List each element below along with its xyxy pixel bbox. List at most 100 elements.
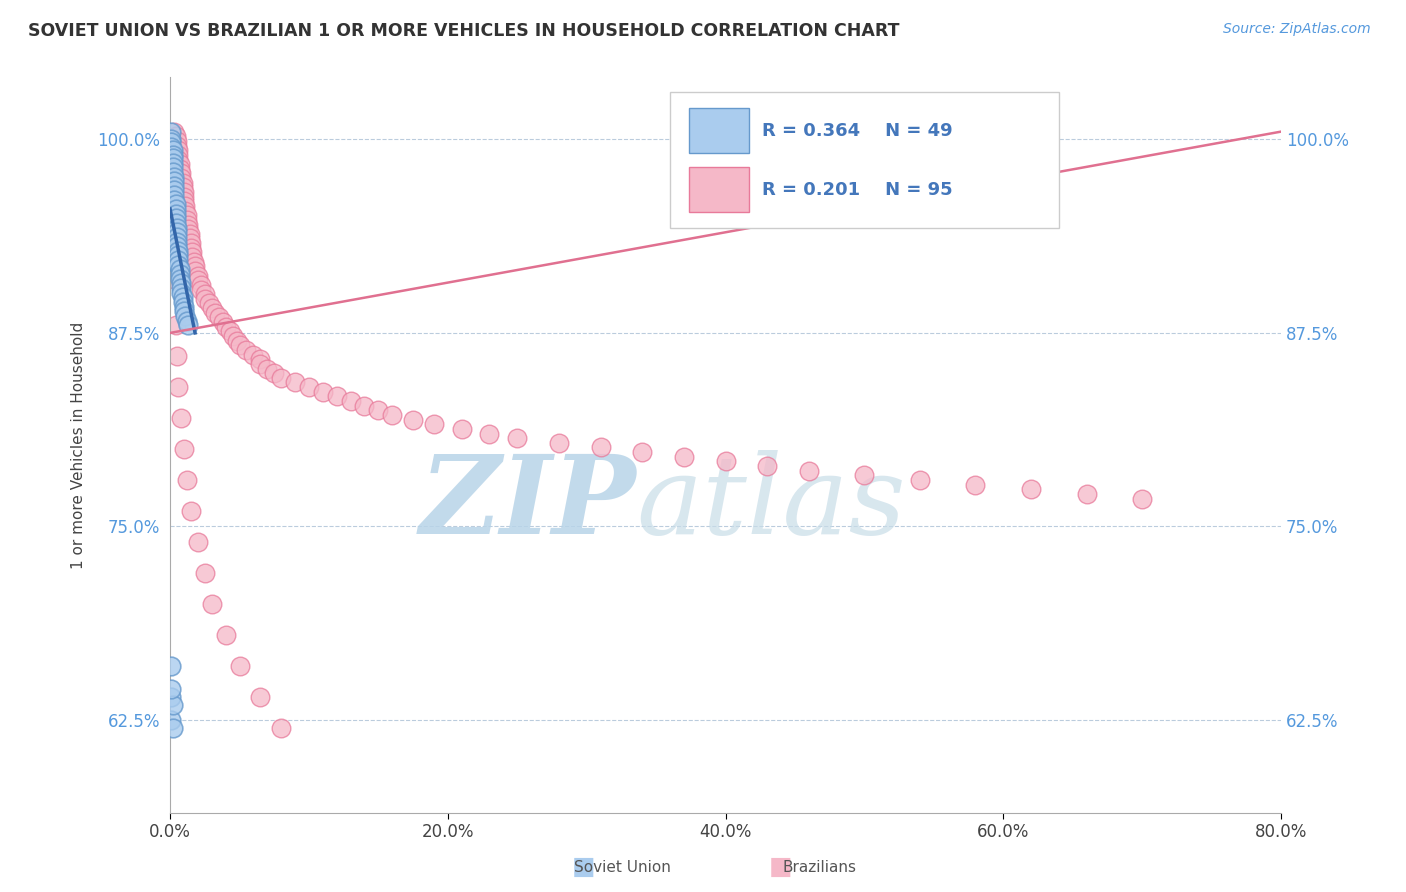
Point [198,296,221,310]
Point [187,268,209,283]
Point [163,193,186,207]
Point [165,202,187,216]
Point [423,417,446,432]
Point [756,459,779,474]
Point [167,143,190,157]
Point [312,384,335,399]
Text: ■: ■ [572,855,595,879]
Point [187,535,209,549]
Point [179,227,201,241]
Point [169,161,191,176]
Point [162,148,184,162]
Point [176,473,198,487]
Point [160,690,183,704]
Point [177,218,200,232]
Point [180,241,202,255]
Point [173,185,195,199]
Text: ZIP: ZIP [420,450,637,558]
Point [187,273,209,287]
Point [908,473,931,487]
Point [162,698,184,712]
Point [201,301,224,315]
Point [173,300,195,314]
Point [166,235,188,249]
Point [167,248,190,262]
Point [194,287,217,301]
Point [201,597,224,611]
Point [589,441,612,455]
Point [163,169,186,184]
Point [1130,491,1153,506]
Point [714,454,737,468]
Point [167,253,190,268]
Point [166,134,188,148]
Point [169,267,191,281]
Point [160,125,183,139]
Point [176,213,198,227]
Point [160,681,183,696]
Point [194,292,217,306]
Point [249,357,271,371]
Point [190,277,212,292]
Point [181,245,204,260]
Point [797,464,820,478]
Point [180,504,202,518]
Point [162,151,184,165]
Text: SOVIET UNION VS BRAZILIAN 1 OR MORE VEHICLES IN HOUSEHOLD CORRELATION CHART: SOVIET UNION VS BRAZILIAN 1 OR MORE VEHI… [28,22,900,40]
Point [173,189,195,203]
Point [162,155,184,169]
Point [162,721,184,735]
Point [478,426,501,441]
Point [367,403,389,417]
Point [177,318,200,333]
Point [170,171,193,186]
Point [194,566,217,580]
Point [160,136,183,150]
Y-axis label: 1 or more Vehicles in Household: 1 or more Vehicles in Household [72,321,86,569]
Point [184,264,207,278]
FancyBboxPatch shape [689,108,749,153]
Point [174,309,197,323]
Point [270,371,292,385]
FancyBboxPatch shape [671,92,1059,228]
Point [163,188,186,202]
Point [450,422,472,436]
Point [506,431,529,445]
Point [181,250,204,264]
Text: Soviet Union: Soviet Union [575,860,671,874]
Point [208,310,231,325]
Point [547,435,569,450]
Point [163,125,186,139]
Point [184,260,207,274]
Point [172,295,194,310]
Point [214,319,236,334]
Point [167,380,190,394]
Point [228,338,250,352]
Point [169,271,191,285]
Point [180,236,202,251]
Point [242,348,264,362]
Point [162,143,184,157]
Point [160,140,183,154]
Point [170,281,193,295]
Point [174,203,197,218]
Point [1076,487,1098,501]
Point [170,166,193,180]
Point [165,318,187,333]
Point [169,262,191,277]
Point [325,389,347,403]
Point [165,129,187,144]
Point [166,220,188,235]
Point [167,258,190,272]
Point [179,231,201,245]
Point [166,349,188,363]
Point [167,244,190,258]
Point [214,628,236,642]
Point [631,445,654,459]
Point [170,285,193,300]
Point [160,658,183,673]
Point [166,230,188,244]
Point [166,239,188,253]
Point [162,160,184,174]
Point [165,197,187,211]
